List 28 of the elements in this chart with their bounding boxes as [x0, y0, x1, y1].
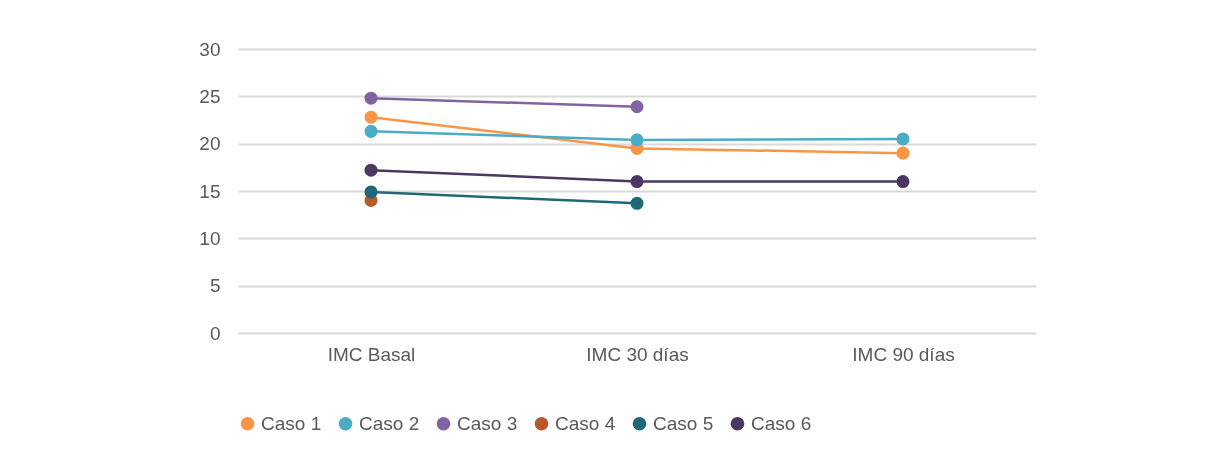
x-tick-label: IMC Basal	[327, 343, 416, 365]
point	[364, 110, 378, 124]
point	[364, 124, 378, 138]
legend-label: Caso 6	[751, 412, 812, 434]
y-tick-label: 0	[209, 322, 221, 344]
point	[630, 133, 644, 147]
point	[896, 146, 910, 160]
legend-label: Caso 5	[653, 412, 714, 434]
x-tick-label: IMC 30 días	[586, 343, 689, 365]
point	[364, 185, 378, 199]
point	[630, 175, 644, 189]
legend-label: Caso 1	[261, 412, 322, 434]
y-tick-label: 25	[199, 85, 221, 107]
legend-label: Caso 2	[359, 412, 420, 434]
point	[630, 196, 644, 210]
y-tick-label: 20	[199, 133, 221, 155]
legend-label: Caso 3	[457, 412, 518, 434]
y-tick-label: 5	[209, 275, 221, 297]
legend-label: Caso 4	[555, 412, 616, 434]
y-tick-label: 15	[199, 180, 221, 202]
point	[630, 100, 644, 114]
y-tick-label: 10	[199, 227, 221, 249]
point	[364, 91, 378, 105]
point	[364, 163, 378, 177]
y-tick-label: 30	[199, 38, 221, 60]
point	[896, 175, 910, 189]
x-tick-label: IMC 90 días	[852, 343, 955, 365]
point	[896, 132, 910, 146]
